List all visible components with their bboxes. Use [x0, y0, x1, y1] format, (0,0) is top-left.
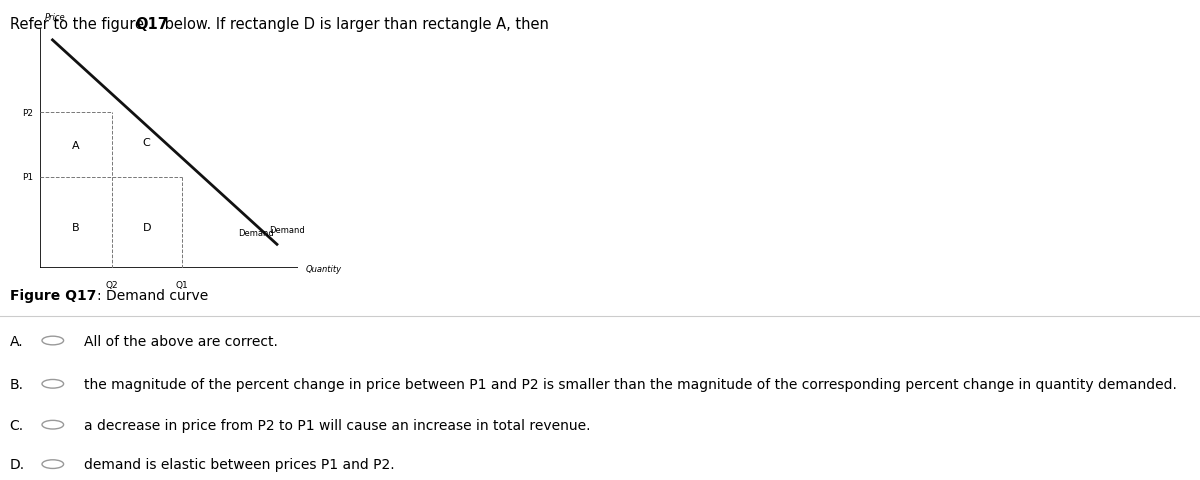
Text: Figure Q17: Figure Q17: [10, 288, 96, 302]
Text: D: D: [143, 223, 151, 233]
Text: below. If rectangle D is larger than rectangle A, then: below. If rectangle D is larger than rec…: [160, 17, 548, 32]
Text: C.: C.: [10, 418, 24, 432]
Text: Q1: Q1: [175, 281, 188, 290]
Text: Demand: Demand: [239, 228, 274, 237]
Text: Demand: Demand: [269, 226, 305, 235]
Text: All of the above are correct.: All of the above are correct.: [84, 334, 278, 348]
Text: A: A: [72, 140, 79, 150]
Text: P2: P2: [22, 108, 34, 117]
Text: demand is elastic between prices P1 and P2.: demand is elastic between prices P1 and …: [84, 457, 395, 471]
Text: B: B: [72, 223, 79, 233]
Text: Q2: Q2: [106, 281, 118, 290]
Text: D.: D.: [10, 457, 25, 471]
Text: : Demand curve: : Demand curve: [97, 288, 209, 302]
Text: Q17: Q17: [136, 17, 168, 32]
Text: Refer to the figure: Refer to the figure: [10, 17, 149, 32]
Text: Quantity: Quantity: [305, 264, 342, 273]
Text: a decrease in price from P2 to P1 will cause an increase in total revenue.: a decrease in price from P2 to P1 will c…: [84, 418, 590, 432]
Text: P1: P1: [22, 173, 34, 182]
Text: A.: A.: [10, 334, 23, 348]
Text: the magnitude of the percent change in price between P1 and P2 is smaller than t: the magnitude of the percent change in p…: [84, 377, 1177, 391]
Text: C: C: [143, 138, 150, 148]
Text: B.: B.: [10, 377, 24, 391]
Text: Price: Price: [44, 12, 65, 22]
